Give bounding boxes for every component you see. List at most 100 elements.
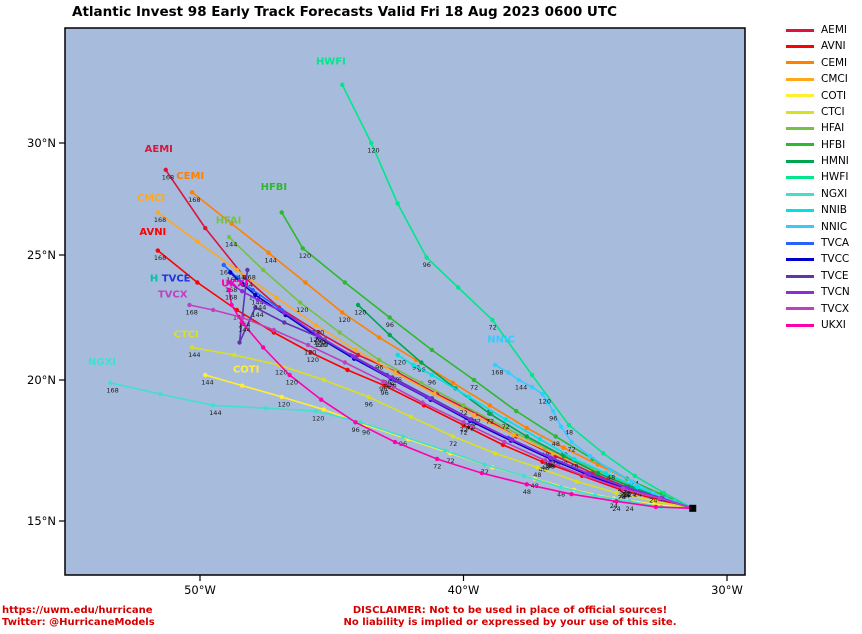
track-point [387, 315, 392, 320]
track-point [210, 307, 216, 313]
hour-label: 72 [446, 457, 454, 465]
hour-label: 72 [466, 424, 474, 432]
legend-label: HFAI [821, 122, 845, 135]
map-label-HWFI: HWFI [316, 57, 346, 68]
hour-label: 72 [486, 417, 494, 425]
track-point [108, 380, 113, 386]
hour-label: 24 [633, 491, 641, 499]
hour-label: 24 [623, 491, 631, 499]
track-point [321, 407, 327, 412]
track-point [226, 280, 232, 285]
track-point [261, 345, 266, 350]
hour-label: 120 [275, 369, 287, 377]
hour-label: 144 [238, 326, 250, 334]
hour-label: 96 [362, 429, 370, 437]
hour-label: 48 [557, 491, 565, 499]
hour-label: 120 [312, 329, 324, 337]
x-tick-label: 50°W [184, 583, 216, 597]
legend-label: HFBI [821, 138, 846, 151]
track-point [503, 425, 508, 431]
track-point [376, 357, 382, 363]
track-point [419, 380, 424, 386]
legend-swatch [786, 225, 814, 229]
hour-label: 24 [622, 491, 630, 499]
track-point [340, 82, 345, 87]
track-point [337, 330, 342, 335]
track-point [353, 420, 358, 425]
map-label-TVCX: TVCX [158, 290, 188, 301]
track-point [239, 289, 245, 294]
legend-swatch [786, 159, 814, 163]
track-point [387, 332, 392, 338]
hour-label: 48 [570, 462, 578, 470]
track-point [432, 391, 437, 397]
track-point [271, 327, 276, 333]
y-tick-label: 25°N [27, 248, 56, 262]
track-point [466, 394, 471, 400]
legend-label: CEMI [821, 56, 848, 69]
legend-item-CEMI: CEMI [786, 55, 850, 71]
track-point [450, 434, 456, 439]
track-point [279, 210, 284, 215]
legend-swatch [786, 110, 814, 114]
track-point [657, 496, 663, 501]
legend-item-HFBI: HFBI [786, 137, 850, 153]
track-point [569, 439, 574, 445]
legend-swatch [786, 94, 814, 98]
track-point [203, 372, 208, 378]
legend-item-AEMI: AEMI [786, 22, 850, 38]
track-point [569, 492, 574, 497]
hour-label: 72 [462, 422, 470, 430]
legend-label: HWFI [821, 171, 849, 184]
map-label-CMCI: CMCI [137, 193, 165, 204]
track-point [635, 484, 640, 490]
track-point [632, 473, 637, 479]
hour-label: 168 [188, 196, 200, 204]
track-point [587, 453, 593, 459]
map-label-H: H [150, 273, 158, 284]
legend-label: TVCN [821, 286, 850, 299]
legend-swatch [786, 208, 814, 212]
y-tick-label: 30°N [27, 136, 56, 150]
track-point [450, 380, 456, 386]
track-point [189, 190, 195, 195]
track-point [582, 473, 587, 479]
legend-item-UKXI: UKXI [786, 317, 850, 333]
track-point [163, 167, 168, 173]
track-point [239, 315, 245, 320]
legend-item-TVCE: TVCE [786, 268, 850, 284]
track-point [239, 383, 245, 388]
track-point [226, 234, 232, 240]
track-point [195, 239, 200, 244]
hour-label: 120 [312, 415, 324, 423]
hour-label: 168 [225, 286, 237, 294]
hour-label: 24 [620, 491, 628, 499]
track-point [237, 340, 242, 345]
y-tick-label: 15°N [27, 514, 56, 528]
track-point [429, 347, 435, 353]
map-label-COTI: COTI [233, 365, 259, 376]
hour-label: 24 [622, 492, 630, 500]
hour-label: 48 [552, 440, 560, 448]
track-point [345, 367, 350, 373]
track-point [226, 287, 232, 293]
hour-label: 120 [354, 309, 366, 317]
track-point [282, 310, 287, 315]
track-point [529, 372, 535, 378]
map-label-CTCI: CTCI [174, 330, 199, 341]
legend-label: AVNI [821, 40, 846, 53]
footer-left: https://uwm.edu/hurricane Twitter: @Hurr… [2, 605, 155, 629]
map-label-NNIC: NNIC [487, 335, 515, 346]
track-point [303, 280, 308, 285]
hour-label: 96 [383, 379, 391, 387]
legend-label: TVCE [821, 269, 849, 282]
track-point [550, 408, 556, 414]
track-point [228, 270, 233, 275]
track-point [376, 335, 382, 340]
hour-label: 72 [466, 423, 474, 431]
track-point [653, 504, 659, 510]
hour-label: 72 [488, 324, 496, 332]
track-point [586, 471, 591, 476]
track-point [427, 396, 432, 401]
